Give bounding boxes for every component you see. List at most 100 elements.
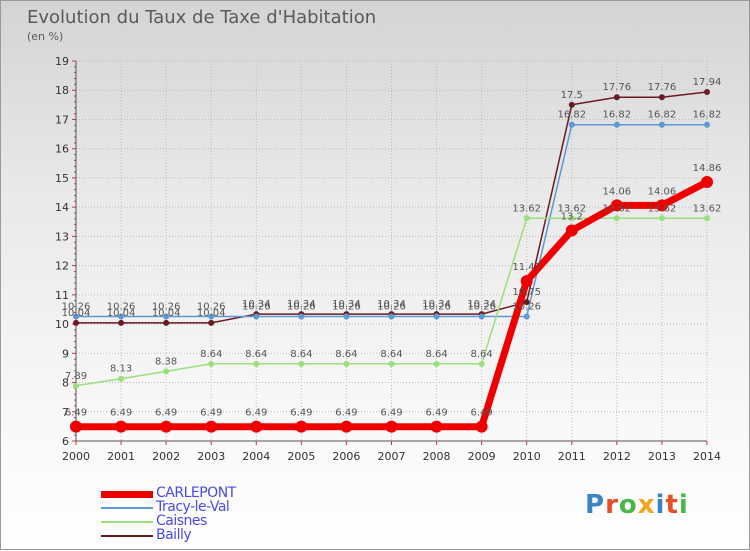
logo-letter: i [655, 490, 666, 520]
x-tick-label: 2010 [513, 450, 541, 463]
data-label: 6.49 [290, 408, 312, 419]
logo-letter: t [665, 490, 679, 520]
x-tick-label: 2003 [197, 450, 225, 463]
y-tick-label: 11 [55, 289, 69, 302]
data-label: 10.26 [422, 301, 451, 312]
data-label: 13.62 [603, 203, 632, 214]
data-label: 6.49 [471, 408, 493, 419]
data-point [73, 313, 79, 320]
chart-unit: (en %) [27, 30, 64, 43]
data-label: 13.62 [512, 203, 541, 214]
x-tick-label: 2009 [468, 450, 496, 463]
data-label: 10.34 [332, 299, 361, 310]
data-label: 10.26 [152, 301, 181, 312]
data-label: 10.04 [62, 308, 91, 319]
data-point [388, 313, 395, 320]
logo-letter: o [618, 490, 638, 520]
data-point [433, 313, 440, 320]
data-point [613, 121, 620, 128]
data-label: 6.49 [65, 408, 87, 419]
data-label: 13.62 [557, 203, 586, 214]
data-point [568, 101, 575, 108]
data-point [475, 420, 488, 433]
data-label: 6.49 [245, 408, 267, 419]
data-point [118, 319, 125, 326]
data-point [658, 215, 665, 222]
data-point [163, 368, 170, 375]
data-label: 8.64 [290, 349, 312, 360]
data-label: 10.26 [332, 301, 361, 312]
data-label: 6.49 [110, 408, 132, 419]
data-point [478, 313, 485, 320]
y-tick-label: 16 [55, 143, 69, 156]
x-tick-label: 2012 [603, 450, 631, 463]
data-label: 10.26 [287, 301, 316, 312]
y-tick-label: 17 [55, 113, 69, 126]
data-point [118, 375, 125, 382]
legend-swatch [101, 490, 153, 498]
data-label: 10.26 [197, 301, 226, 312]
data-point [613, 94, 620, 101]
data-point [205, 420, 218, 433]
data-label: 10.26 [377, 301, 406, 312]
data-point [70, 420, 82, 433]
data-point [568, 215, 575, 222]
data-label: 10.26 [512, 301, 541, 312]
data-label: 14.86 [693, 163, 722, 174]
data-label: 14.06 [648, 186, 677, 197]
data-point [340, 420, 353, 433]
data-label: 8.64 [335, 349, 357, 360]
data-point [163, 313, 170, 320]
y-tick-label: 12 [55, 260, 69, 273]
data-point [523, 313, 530, 320]
data-point [250, 420, 263, 433]
proxiti-logo: Proxiti [585, 490, 689, 520]
data-label: 8.13 [110, 364, 132, 375]
data-label: 8.64 [245, 349, 267, 360]
data-label: 14.06 [603, 186, 632, 197]
data-point [704, 121, 710, 128]
data-label: 16.82 [693, 110, 722, 121]
legend-swatch [101, 521, 153, 523]
data-point [253, 360, 260, 367]
data-point [568, 121, 575, 128]
chart-title: Evolution du Taux de Taxe d'Habitation [27, 7, 377, 28]
data-label: 16.82 [603, 110, 632, 121]
data-point [565, 224, 578, 237]
data-label: 8.64 [380, 349, 402, 360]
data-point [478, 360, 485, 367]
data-label: 10.26 [62, 301, 91, 312]
logo-letter: P [585, 490, 606, 520]
data-label: 10.34 [422, 299, 451, 310]
y-tick-label: 14 [55, 201, 69, 214]
y-tick-label: 15 [55, 172, 69, 185]
legend-swatch [101, 507, 153, 509]
x-tick-label: 2013 [648, 450, 676, 463]
data-point [343, 360, 350, 367]
data-point [701, 176, 713, 189]
data-point [704, 88, 710, 95]
data-point [208, 360, 215, 367]
data-point [704, 215, 710, 222]
data-point [658, 94, 665, 101]
data-label: 8.38 [155, 356, 177, 367]
data-label: 13.2 [561, 212, 583, 223]
y-tick-label: 8 [62, 377, 69, 390]
data-point [298, 360, 305, 367]
data-label: 6.49 [155, 408, 177, 419]
y-tick-label: 19 [55, 55, 69, 68]
data-point [523, 299, 530, 306]
data-point [520, 275, 533, 288]
data-label: 10.04 [152, 308, 181, 319]
data-label: 10.26 [107, 301, 136, 312]
data-label: 8.64 [425, 349, 447, 360]
x-tick-label: 2001 [107, 450, 135, 463]
data-label: 16.82 [648, 110, 677, 121]
data-label: 8.64 [200, 349, 222, 360]
data-label: 17.76 [603, 82, 632, 93]
x-tick-label: 2002 [152, 450, 180, 463]
x-tick-label: 2011 [558, 450, 586, 463]
data-label: 10.75 [512, 287, 541, 298]
data-point [298, 313, 305, 320]
